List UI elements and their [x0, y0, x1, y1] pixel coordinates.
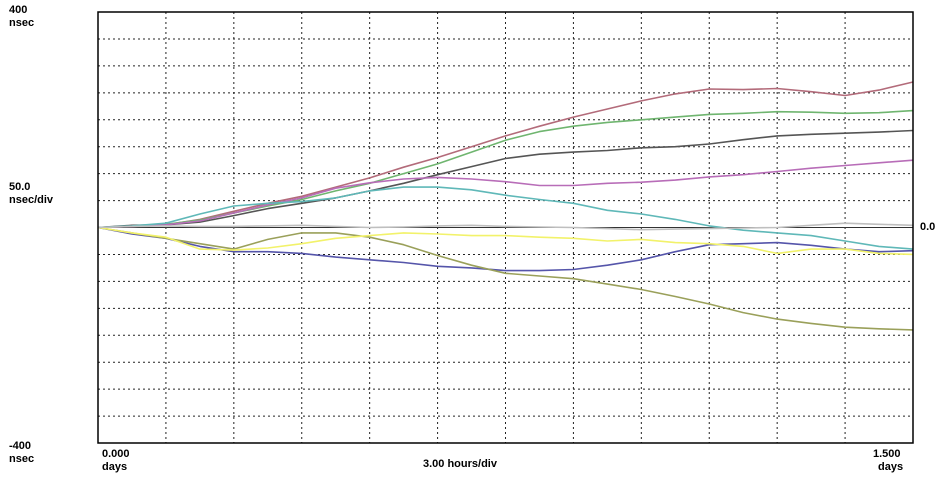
y-axis-scale-value: 50.0	[9, 181, 31, 193]
y-axis-bottom-value: -400	[9, 440, 32, 452]
y-axis-top-unit: nsec	[9, 17, 35, 29]
y-axis-top-value: 400	[9, 4, 28, 16]
plot-frame	[97, 11, 914, 444]
chart-series-group	[97, 81, 914, 331]
series-line-8	[97, 226, 914, 256]
zero-label: 0.0	[920, 221, 936, 233]
x-axis-start-unit: days	[102, 461, 128, 473]
series-line-9	[97, 222, 914, 231]
series-line-3	[97, 129, 914, 229]
x-axis-end-unit: days	[878, 461, 904, 473]
series-line-6	[97, 226, 914, 272]
series-line-4	[97, 159, 914, 229]
series-line-1	[97, 81, 914, 229]
y-axis-scale-unit: nsec/div	[9, 194, 54, 206]
x-axis-start-value: 0.000	[102, 448, 130, 460]
series-line-5	[97, 186, 914, 250]
x-axis-end-value: 1.500	[873, 448, 901, 460]
series-line-7	[97, 226, 914, 331]
y-axis-bottom-unit: nsec	[9, 453, 35, 465]
x-axis-scale: 3.00 hours/div	[423, 458, 497, 470]
